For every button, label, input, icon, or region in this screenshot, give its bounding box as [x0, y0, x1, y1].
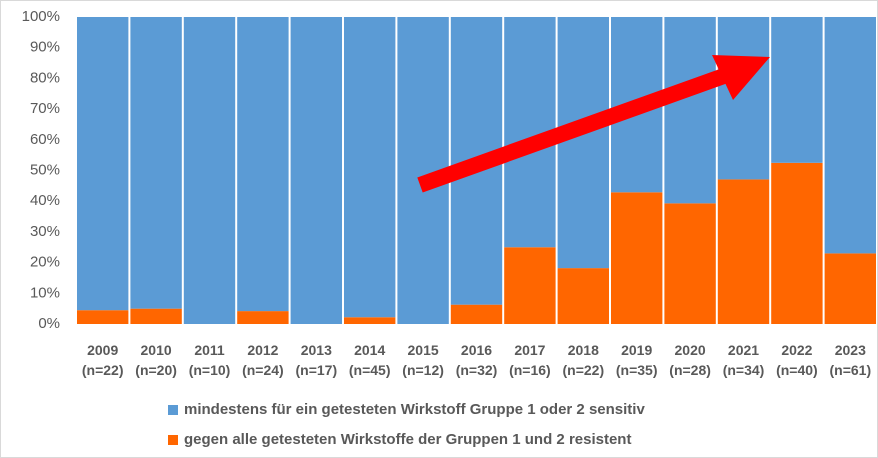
bar-segment	[557, 268, 609, 324]
bar-segment	[664, 17, 716, 204]
bar-segment	[77, 310, 129, 324]
bar-segment	[717, 179, 770, 324]
y-tick-label: 40%	[30, 192, 60, 209]
y-tick-label: 80%	[30, 69, 60, 86]
y-tick-label: 0%	[38, 315, 60, 332]
x-tick-label: 2022 (n=40)	[776, 342, 818, 378]
y-tick-label: 100%	[22, 8, 60, 25]
x-tick-label: 2019 (n=35)	[615, 342, 658, 378]
bar-segment	[183, 17, 236, 324]
legend-label: gegen alle getesteten Wirkstoffe der Gru…	[184, 431, 631, 448]
x-tick-label: 2018 (n=22)	[562, 342, 605, 378]
x-tick-label: 2013 (n=17)	[295, 342, 338, 378]
y-tick-label: 70%	[30, 100, 60, 117]
x-tick-label: 2011 (n=10)	[188, 342, 231, 378]
y-tick-label: 30%	[30, 223, 60, 240]
bar-segment	[504, 247, 556, 324]
bar-segment	[290, 17, 342, 324]
x-tick-label: 2014 (n=45)	[348, 342, 391, 378]
trend-arrow	[417, 55, 770, 193]
x-tick-label: 2016 (n=32)	[455, 342, 498, 378]
legend-swatch	[168, 405, 178, 415]
bar-segment	[237, 311, 289, 324]
y-tick-label: 20%	[30, 254, 60, 271]
bar-segment	[344, 17, 396, 318]
arrow-head	[712, 55, 770, 100]
bar-segment	[771, 162, 823, 324]
bar-segment	[237, 17, 289, 312]
y-tick-label: 60%	[30, 131, 60, 148]
bar-segment	[717, 17, 770, 180]
y-tick-label: 50%	[30, 161, 60, 178]
bar-segment	[450, 304, 503, 324]
bar-segment	[130, 17, 182, 309]
y-tick-label: 10%	[30, 284, 60, 301]
bar-segment	[824, 253, 876, 324]
legend-label: mindestens für ein getesteten Wirkstoff …	[184, 401, 645, 418]
x-tick-label: 2017 (n=16)	[509, 342, 551, 378]
x-tick-label: 2021 (n=34)	[722, 342, 765, 378]
bar-segment	[664, 203, 716, 324]
x-tick-label: 2015 (n=12)	[402, 342, 444, 378]
x-tick-label: 2010 (n=20)	[135, 342, 177, 378]
x-tick-label: 2023 (n=61)	[829, 342, 872, 378]
bar-segment	[344, 317, 396, 324]
bar-segment	[77, 17, 129, 311]
y-tick-label: 90%	[30, 39, 60, 56]
bar-segment	[557, 17, 609, 269]
bar-segment	[824, 17, 876, 254]
bar-segment	[611, 192, 663, 324]
arrow-shaft	[417, 64, 738, 193]
legend-swatch	[168, 435, 178, 445]
bar-segment	[130, 308, 182, 324]
x-tick-label: 2009 (n=22)	[81, 342, 124, 378]
x-tick-label: 2020 (n=28)	[669, 342, 711, 378]
x-tick-label: 2012 (n=24)	[242, 342, 284, 378]
bar-segment	[771, 17, 823, 163]
